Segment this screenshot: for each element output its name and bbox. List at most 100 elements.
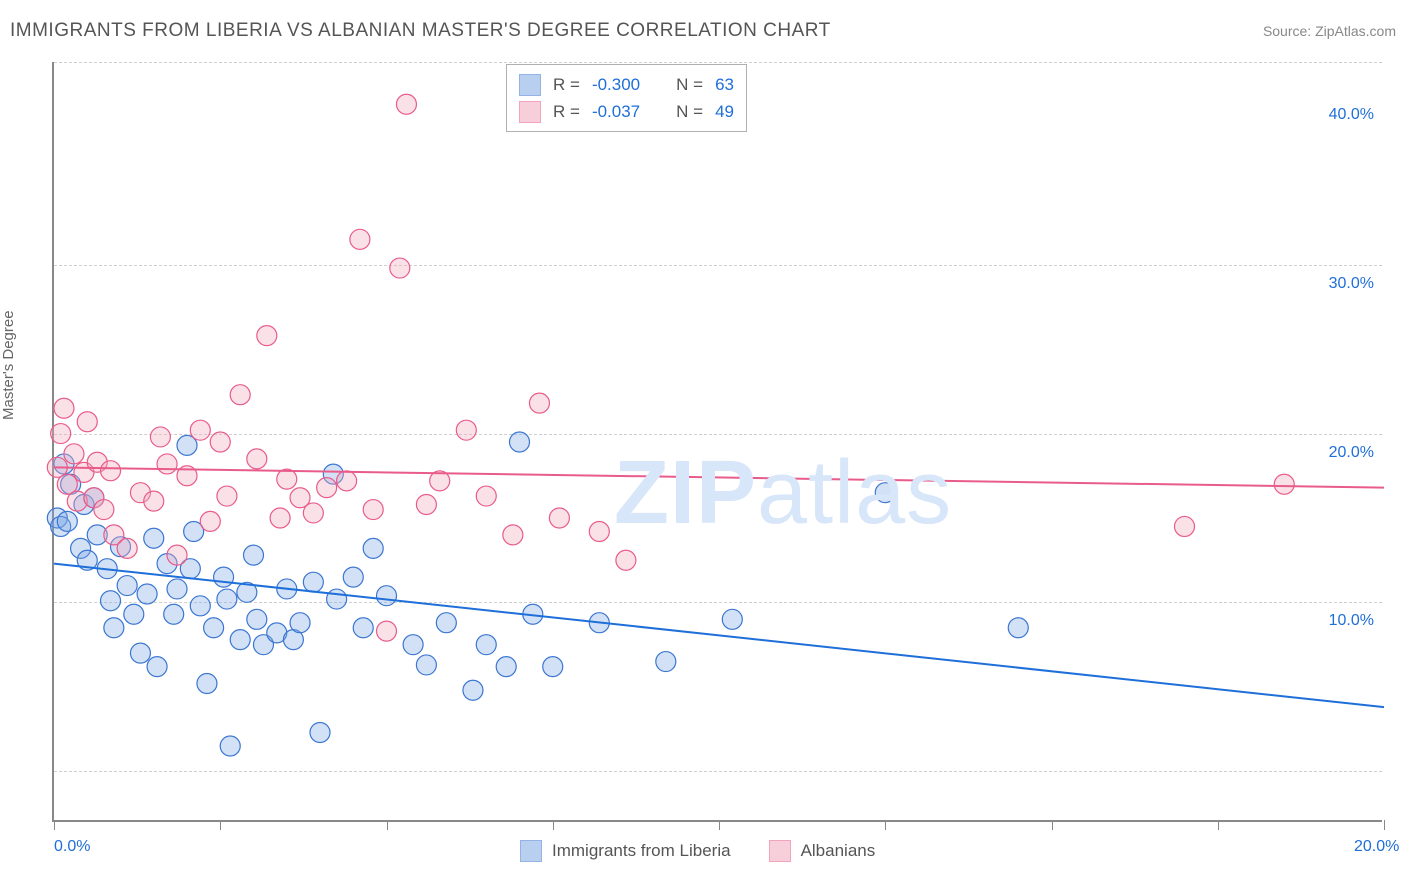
plot-area: ZIPatlas R =-0.300N =63R =-0.037N =49 10… xyxy=(52,62,1382,822)
data-point-albanians xyxy=(456,420,476,440)
r-value: -0.037 xyxy=(592,98,640,125)
data-point-albanians xyxy=(303,503,323,523)
legend-swatch-liberia xyxy=(520,840,542,862)
data-point-albanians xyxy=(247,449,267,469)
legend-label: Albanians xyxy=(801,841,876,861)
data-point-albanians xyxy=(616,550,636,570)
data-point-albanians xyxy=(54,398,74,418)
data-point-albanians xyxy=(503,525,523,545)
data-point-albanians xyxy=(230,385,250,405)
data-point-liberia xyxy=(353,618,373,638)
stats-legend: R =-0.300N =63R =-0.037N =49 xyxy=(506,64,747,132)
x-tick-mark xyxy=(719,820,720,830)
data-point-liberia xyxy=(167,579,187,599)
data-point-liberia xyxy=(117,576,137,596)
data-point-liberia xyxy=(310,722,330,742)
data-point-liberia xyxy=(144,528,164,548)
x-tick-mark xyxy=(553,820,554,830)
data-point-albanians xyxy=(589,522,609,542)
x-tick-mark xyxy=(1052,820,1053,830)
data-point-albanians xyxy=(396,94,416,114)
legend-entry-liberia: Immigrants from Liberia xyxy=(520,840,731,862)
regression-line-liberia xyxy=(54,564,1384,708)
data-point-albanians xyxy=(363,500,383,520)
regression-line-albanians xyxy=(54,467,1384,487)
data-point-liberia xyxy=(147,657,167,677)
y-tick-label: 10.0% xyxy=(1329,612,1374,630)
data-point-albanians xyxy=(390,258,410,278)
data-point-liberia xyxy=(104,618,124,638)
data-point-albanians xyxy=(144,491,164,511)
bottom-legend: Immigrants from Liberia Albanians xyxy=(520,840,875,862)
data-point-albanians xyxy=(200,511,220,531)
x-tick-label: 20.0% xyxy=(1354,838,1399,856)
x-tick-mark xyxy=(1384,820,1385,830)
data-point-albanians xyxy=(529,393,549,413)
data-point-liberia xyxy=(327,589,347,609)
y-tick-label: 40.0% xyxy=(1329,106,1374,124)
data-point-albanians xyxy=(101,461,121,481)
data-point-liberia xyxy=(377,586,397,606)
data-point-liberia xyxy=(214,567,234,587)
data-point-liberia xyxy=(656,652,676,672)
data-point-albanians xyxy=(350,229,370,249)
data-point-albanians xyxy=(167,545,187,565)
data-point-liberia xyxy=(220,736,240,756)
r-label: R = xyxy=(553,98,580,125)
data-point-liberia xyxy=(247,609,267,629)
data-point-liberia xyxy=(204,618,224,638)
n-label: N = xyxy=(676,71,703,98)
chart-title: IMMIGRANTS FROM LIBERIA VS ALBANIAN MAST… xyxy=(10,20,831,42)
data-point-liberia xyxy=(403,635,423,655)
data-point-albanians xyxy=(77,412,97,432)
data-point-albanians xyxy=(64,444,84,464)
x-tick-mark xyxy=(1218,820,1219,830)
data-point-liberia xyxy=(130,643,150,663)
x-tick-mark xyxy=(54,820,55,830)
y-axis-label: Master's Degree xyxy=(0,310,17,420)
x-tick-label: 0.0% xyxy=(54,838,90,856)
data-point-liberia xyxy=(1008,618,1028,638)
data-point-albanians xyxy=(94,500,114,520)
data-point-albanians xyxy=(157,454,177,474)
data-point-liberia xyxy=(463,680,483,700)
data-point-albanians xyxy=(217,486,237,506)
data-point-liberia xyxy=(875,483,895,503)
data-point-liberia xyxy=(290,613,310,633)
data-point-liberia xyxy=(57,511,77,531)
data-point-liberia xyxy=(363,538,383,558)
data-point-albanians xyxy=(277,469,297,489)
data-point-albanians xyxy=(150,427,170,447)
data-point-albanians xyxy=(117,538,137,558)
data-point-liberia xyxy=(436,613,456,633)
data-point-liberia xyxy=(496,657,516,677)
data-point-albanians xyxy=(1175,516,1195,536)
data-point-liberia xyxy=(230,630,250,650)
x-tick-mark xyxy=(885,820,886,830)
n-value: 63 xyxy=(715,71,734,98)
data-point-liberia xyxy=(197,674,217,694)
data-point-albanians xyxy=(51,424,71,444)
chart-svg xyxy=(54,62,1382,820)
data-point-liberia xyxy=(217,589,237,609)
data-point-albanians xyxy=(270,508,290,528)
data-point-albanians xyxy=(476,486,496,506)
stats-row-liberia: R = -0.300 N = 63 xyxy=(519,71,734,98)
data-point-liberia xyxy=(164,604,184,624)
data-point-liberia xyxy=(343,567,363,587)
data-point-liberia xyxy=(510,432,530,452)
data-point-albanians xyxy=(549,508,569,528)
r-value: -0.300 xyxy=(592,71,640,98)
data-point-liberia xyxy=(137,584,157,604)
legend-swatch-liberia xyxy=(519,74,541,96)
r-label: R = xyxy=(553,71,580,98)
data-point-albanians xyxy=(377,621,397,641)
data-point-liberia xyxy=(244,545,264,565)
data-point-liberia xyxy=(543,657,563,677)
stats-row-albanians: R =-0.037N =49 xyxy=(519,98,734,125)
data-point-albanians xyxy=(416,494,436,514)
data-point-liberia xyxy=(101,591,121,611)
data-point-albanians xyxy=(257,326,277,346)
data-point-liberia xyxy=(190,596,210,616)
data-point-albanians xyxy=(317,478,337,498)
